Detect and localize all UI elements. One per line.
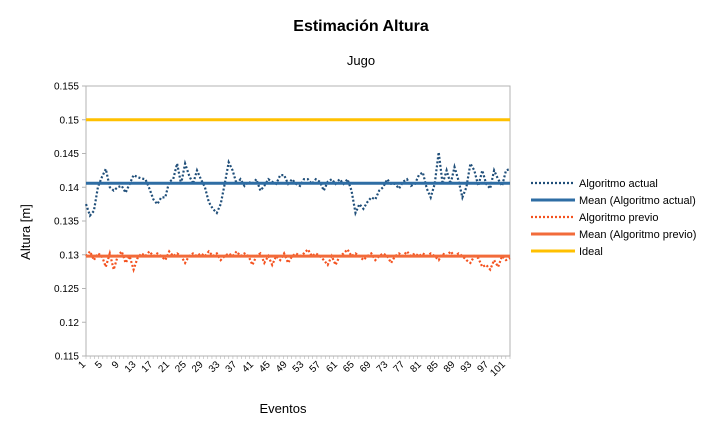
- legend-label-3: Mean (Algoritmo previo): [579, 229, 696, 241]
- x-tick-label: 73: [375, 359, 391, 375]
- legend-label-0: Algoritmo actual: [579, 178, 658, 190]
- x-tick-label: 53: [291, 359, 307, 375]
- y-tick-label: 0.125: [54, 284, 79, 295]
- x-tick-label: 21: [156, 359, 172, 375]
- x-tick-label: 61: [324, 359, 340, 375]
- x-tick-label: 29: [190, 359, 206, 375]
- y-tick-label: 0.13: [60, 250, 80, 261]
- x-tick-label: 77: [392, 359, 408, 375]
- x-tick-label: 85: [425, 359, 441, 375]
- y-tick-label: 0.15: [60, 115, 80, 126]
- plot-frame: [85, 85, 511, 357]
- y-axis-title: Altura [m]: [18, 204, 33, 260]
- y-tick-label: 0.145: [54, 149, 79, 160]
- x-axis-title: Eventos: [260, 401, 307, 416]
- series-line-2: [85, 247, 511, 274]
- x-tick-label: 45: [257, 359, 273, 375]
- y-tick-label: 0.115: [55, 352, 80, 363]
- x-tick-label: 81: [408, 359, 424, 375]
- x-tick-label: 49: [274, 359, 290, 375]
- x-tick-label: 33: [207, 359, 223, 375]
- x-tick-label: 25: [173, 359, 189, 375]
- x-tick-label: 101: [488, 359, 508, 379]
- y-tick-label: 0.135: [54, 217, 79, 228]
- series-line-0: [84, 152, 511, 218]
- legend-label-1: Mean (Algoritmo actual): [579, 195, 696, 207]
- x-tick-label: 57: [308, 359, 324, 375]
- y-tick-label: 0.14: [60, 183, 80, 194]
- plot-area: 0.115 0.12 0.125 0.13 0.135 0.14 0.145 0.15 0.15…: [54, 82, 511, 379]
- y-tick-label: 0.12: [60, 318, 80, 329]
- x-tick-label: 5: [93, 359, 105, 371]
- x-tick-label: 41: [240, 359, 256, 375]
- legend-label-4: Ideal: [579, 246, 603, 258]
- x-tick-label: 65: [341, 359, 357, 375]
- x-tick-label: 9: [110, 359, 122, 371]
- chart-subtitle: Jugo: [347, 53, 375, 68]
- legend: Algoritmo actual Mean (Algoritmo actual) A…: [531, 178, 696, 258]
- x-tick-label: 69: [358, 359, 374, 375]
- legend-label-2: Algoritmo previo: [579, 212, 658, 224]
- x-tick-label: 93: [459, 359, 475, 375]
- x-tick-label: 13: [123, 359, 139, 375]
- x-tick-label: 37: [224, 359, 240, 375]
- x-tick-label: 17: [140, 359, 156, 375]
- x-tick-label: 89: [442, 359, 458, 375]
- chart-title: Estimación Altura: [293, 18, 429, 35]
- y-tick-label: 0.155: [54, 82, 79, 93]
- x-tick-label: 1: [76, 359, 88, 371]
